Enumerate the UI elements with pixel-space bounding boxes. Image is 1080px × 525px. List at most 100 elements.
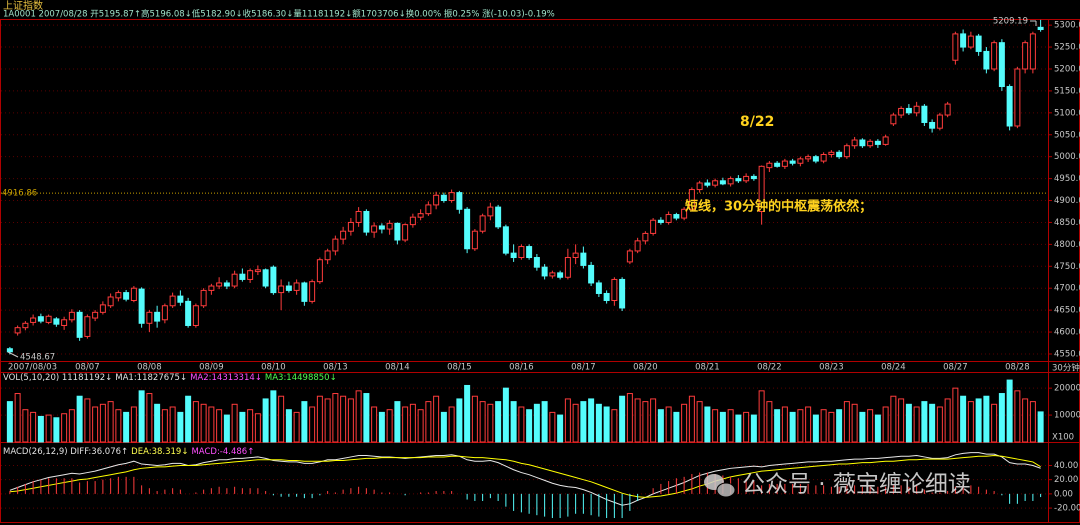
volume-bar	[115, 409, 122, 443]
candle-body	[355, 210, 362, 223]
volume-bar	[673, 411, 680, 443]
watermark-icon	[704, 474, 736, 498]
volume-bar	[510, 401, 517, 443]
volume-bar	[843, 401, 850, 443]
candle-body	[650, 219, 657, 234]
candle-body	[781, 160, 788, 167]
y-tick-label: 5150.00	[1054, 86, 1080, 96]
candle-body	[929, 121, 936, 129]
candle-body	[456, 192, 463, 210]
volume-bar	[371, 406, 378, 443]
volume-bar	[84, 398, 91, 443]
watermark: 公众号 · 薇宝缠论细读	[742, 472, 971, 498]
volume-bar	[1006, 379, 1013, 443]
candle-body	[564, 257, 571, 278]
candle-body	[735, 178, 742, 182]
volume-bar	[107, 401, 114, 443]
frames	[0, 19, 1080, 523]
candle-body	[340, 230, 347, 240]
volume-bar	[634, 398, 641, 443]
candle-body	[743, 175, 750, 182]
candle-body	[812, 156, 819, 162]
volume-bar	[332, 393, 339, 443]
volume-bar	[464, 384, 471, 443]
volume-bar	[890, 395, 897, 443]
candle-body	[634, 240, 641, 252]
candle-body	[696, 182, 703, 191]
volume-bar	[394, 401, 401, 443]
volume-bar	[130, 406, 137, 443]
candle-body	[37, 316, 44, 322]
volume-bar	[301, 401, 308, 443]
volume-bar	[6, 401, 13, 443]
y-tick-label: 40.00	[1054, 461, 1078, 471]
volume-bar	[944, 398, 951, 443]
volume-bar	[828, 411, 835, 443]
candle-body	[471, 230, 478, 250]
header-part: MA3:14498850↓	[265, 373, 337, 383]
volume-bar	[921, 401, 928, 443]
volume-bar	[479, 401, 486, 443]
candle-body	[130, 287, 137, 301]
x-tick-label: 08/15	[447, 363, 472, 373]
candle-body	[247, 270, 254, 280]
diff-line	[9, 452, 1041, 506]
candle-body	[394, 222, 401, 241]
candle-body	[719, 180, 726, 185]
volume-bar	[409, 403, 416, 443]
candle-body	[874, 140, 881, 145]
candle-body	[464, 208, 471, 250]
volume-bar	[347, 398, 354, 443]
candle-body	[154, 311, 161, 322]
y-tick-label: 4700.00	[1054, 284, 1080, 294]
volume-bar	[154, 403, 161, 443]
volume-bar	[735, 414, 742, 443]
candle-body	[30, 317, 37, 323]
candle-body	[998, 42, 1005, 88]
candle-body	[1014, 68, 1021, 127]
x-tick-label: 08/13	[323, 363, 348, 373]
volume-bar	[688, 395, 695, 443]
volume-bar	[626, 393, 633, 443]
x-tick-label: 08/17	[571, 363, 596, 373]
candle-body	[572, 252, 579, 259]
candle-body	[262, 269, 269, 287]
y-tick-label: 4800.00	[1054, 240, 1080, 250]
volume-bar	[789, 411, 796, 443]
candle-body	[983, 50, 990, 70]
candle-body	[665, 214, 672, 223]
candle-body	[921, 105, 928, 123]
volume-bar	[1037, 411, 1044, 443]
candle-body	[936, 114, 943, 129]
volume-bar	[285, 409, 292, 443]
volume-bar	[588, 398, 595, 443]
candle-body	[541, 266, 548, 277]
volume-bar	[14, 393, 21, 443]
candle-body	[487, 206, 494, 217]
candle-body	[828, 151, 835, 155]
volume-bar	[309, 406, 316, 443]
volume-bar	[836, 409, 843, 443]
volume-bar	[440, 411, 447, 443]
candle-body	[758, 165, 765, 212]
candle-body	[727, 178, 734, 185]
y-tick-label: 200000	[1054, 384, 1080, 394]
candle-body	[518, 246, 525, 259]
volume-bar	[402, 406, 409, 443]
candle-body	[402, 224, 409, 241]
candle-body	[371, 225, 378, 233]
volume-bar	[340, 395, 347, 443]
candle-body	[952, 33, 959, 61]
volume-bar	[936, 406, 943, 443]
volume-bar	[929, 403, 936, 443]
header-part: MA1:11827675↓	[115, 373, 187, 383]
y-tick-label: 4850.00	[1054, 218, 1080, 228]
candle-body	[867, 140, 874, 147]
volume-bar	[781, 406, 788, 443]
volume-bar	[867, 409, 874, 443]
y-tick-label: -20.00	[1054, 504, 1080, 514]
candle-body	[789, 160, 796, 164]
volume-bar	[665, 406, 672, 443]
volume-bar	[254, 413, 261, 443]
